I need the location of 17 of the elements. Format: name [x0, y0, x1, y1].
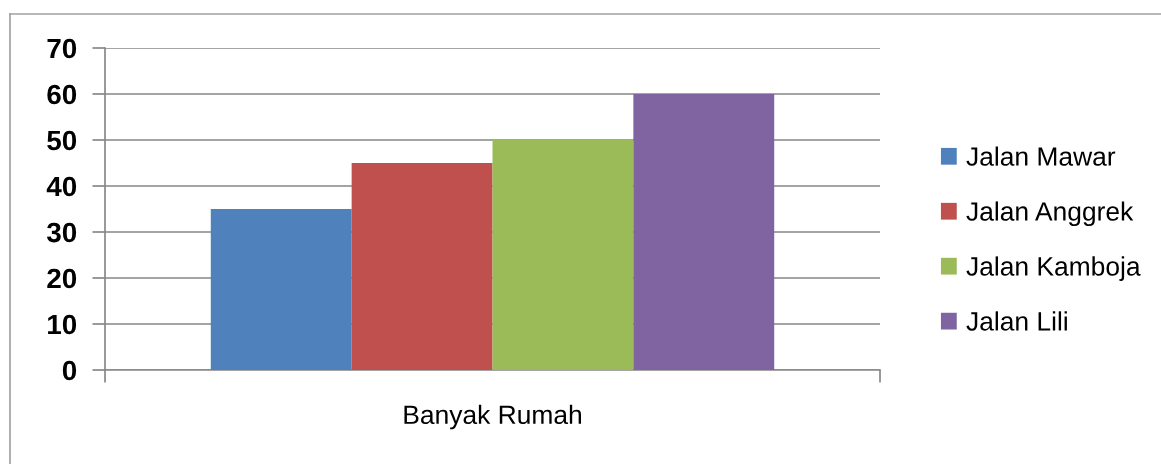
bar: [210, 209, 352, 370]
legend-label: Jalan Kamboja: [966, 256, 1141, 281]
x-tick-label: Banyak Rumah: [404, 404, 581, 430]
y-tick-label: 60: [47, 84, 77, 105]
legend-label: Jalan Anggrek: [966, 201, 1134, 227]
y-tick-label: 50: [47, 130, 77, 151]
bar: [633, 94, 775, 370]
legend-label: Jalan Mawar: [966, 146, 1116, 166]
legend-label: Jalan Lili: [966, 311, 1067, 331]
y-tick-label: 30: [46, 222, 77, 243]
bar: [492, 140, 634, 370]
y-tick-label: 20: [47, 268, 77, 289]
y-tick-label: 10: [48, 314, 77, 335]
bar: [351, 163, 493, 370]
y-tick-label: 40: [46, 176, 77, 197]
y-tick-label: 70: [47, 38, 77, 59]
y-tick-label: 0: [62, 360, 77, 381]
